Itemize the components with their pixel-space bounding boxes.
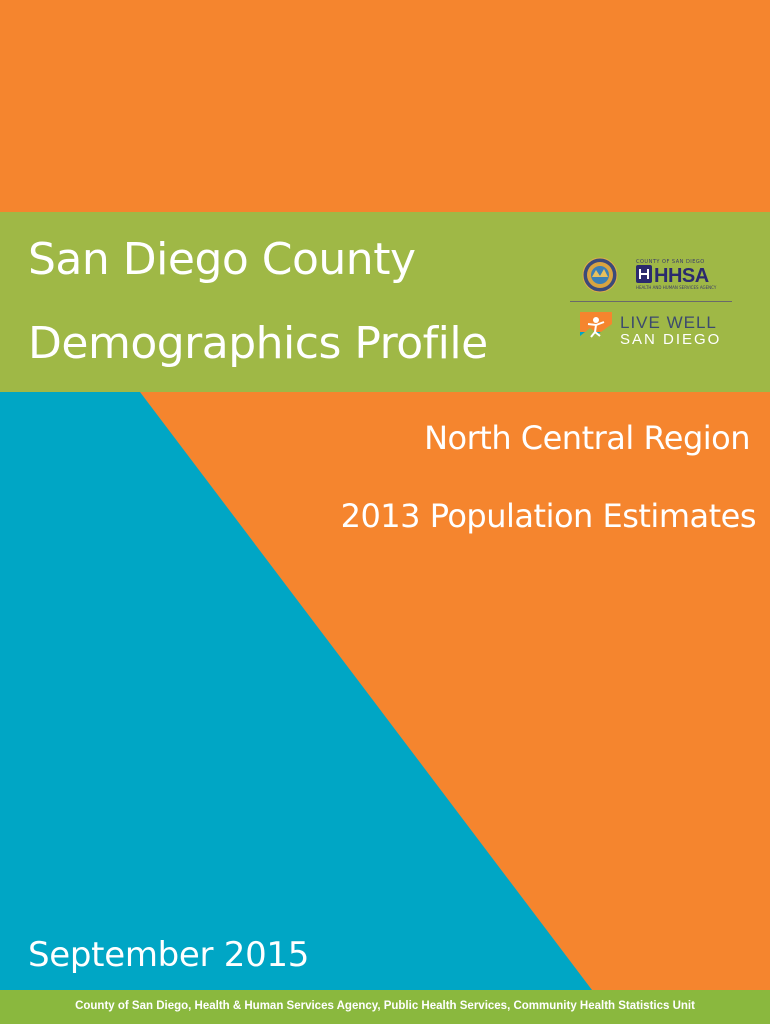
publication-date: September 2015: [28, 935, 310, 975]
live-well-icon: [580, 312, 612, 344]
hhsa-badge-icon: [636, 265, 652, 283]
title-line-2: Demographics Profile: [28, 318, 488, 369]
footer-band: [0, 990, 770, 1024]
live-well-text: LIVE WELL: [620, 313, 717, 332]
hhsa-wordmark: HHSA: [654, 265, 709, 287]
footer-credit: County of San Diego, Health & Human Serv…: [75, 1000, 695, 1012]
logo-divider: [570, 301, 732, 302]
san-diego-text: SAN DIEGO: [620, 331, 722, 348]
title-line-1: San Diego County: [28, 234, 416, 285]
estimates-subtitle: 2013 Population Estimates: [340, 497, 757, 535]
hhsa-logo: COUNTY OF SAN DIEGO HHSA HEALTH AND HUMA…: [636, 259, 736, 290]
hhsa-bottom-text: HEALTH AND HUMAN SERVICES AGENCY: [636, 285, 717, 290]
county-seal-icon: [582, 257, 618, 293]
title-band: [0, 212, 770, 392]
top-color-block: [0, 0, 770, 212]
region-subtitle: North Central Region: [424, 419, 750, 457]
hhsa-top-text: COUNTY OF SAN DIEGO: [636, 259, 705, 265]
agency-logos: COUNTY OF SAN DIEGO HHSA HEALTH AND HUMA…: [570, 248, 735, 358]
